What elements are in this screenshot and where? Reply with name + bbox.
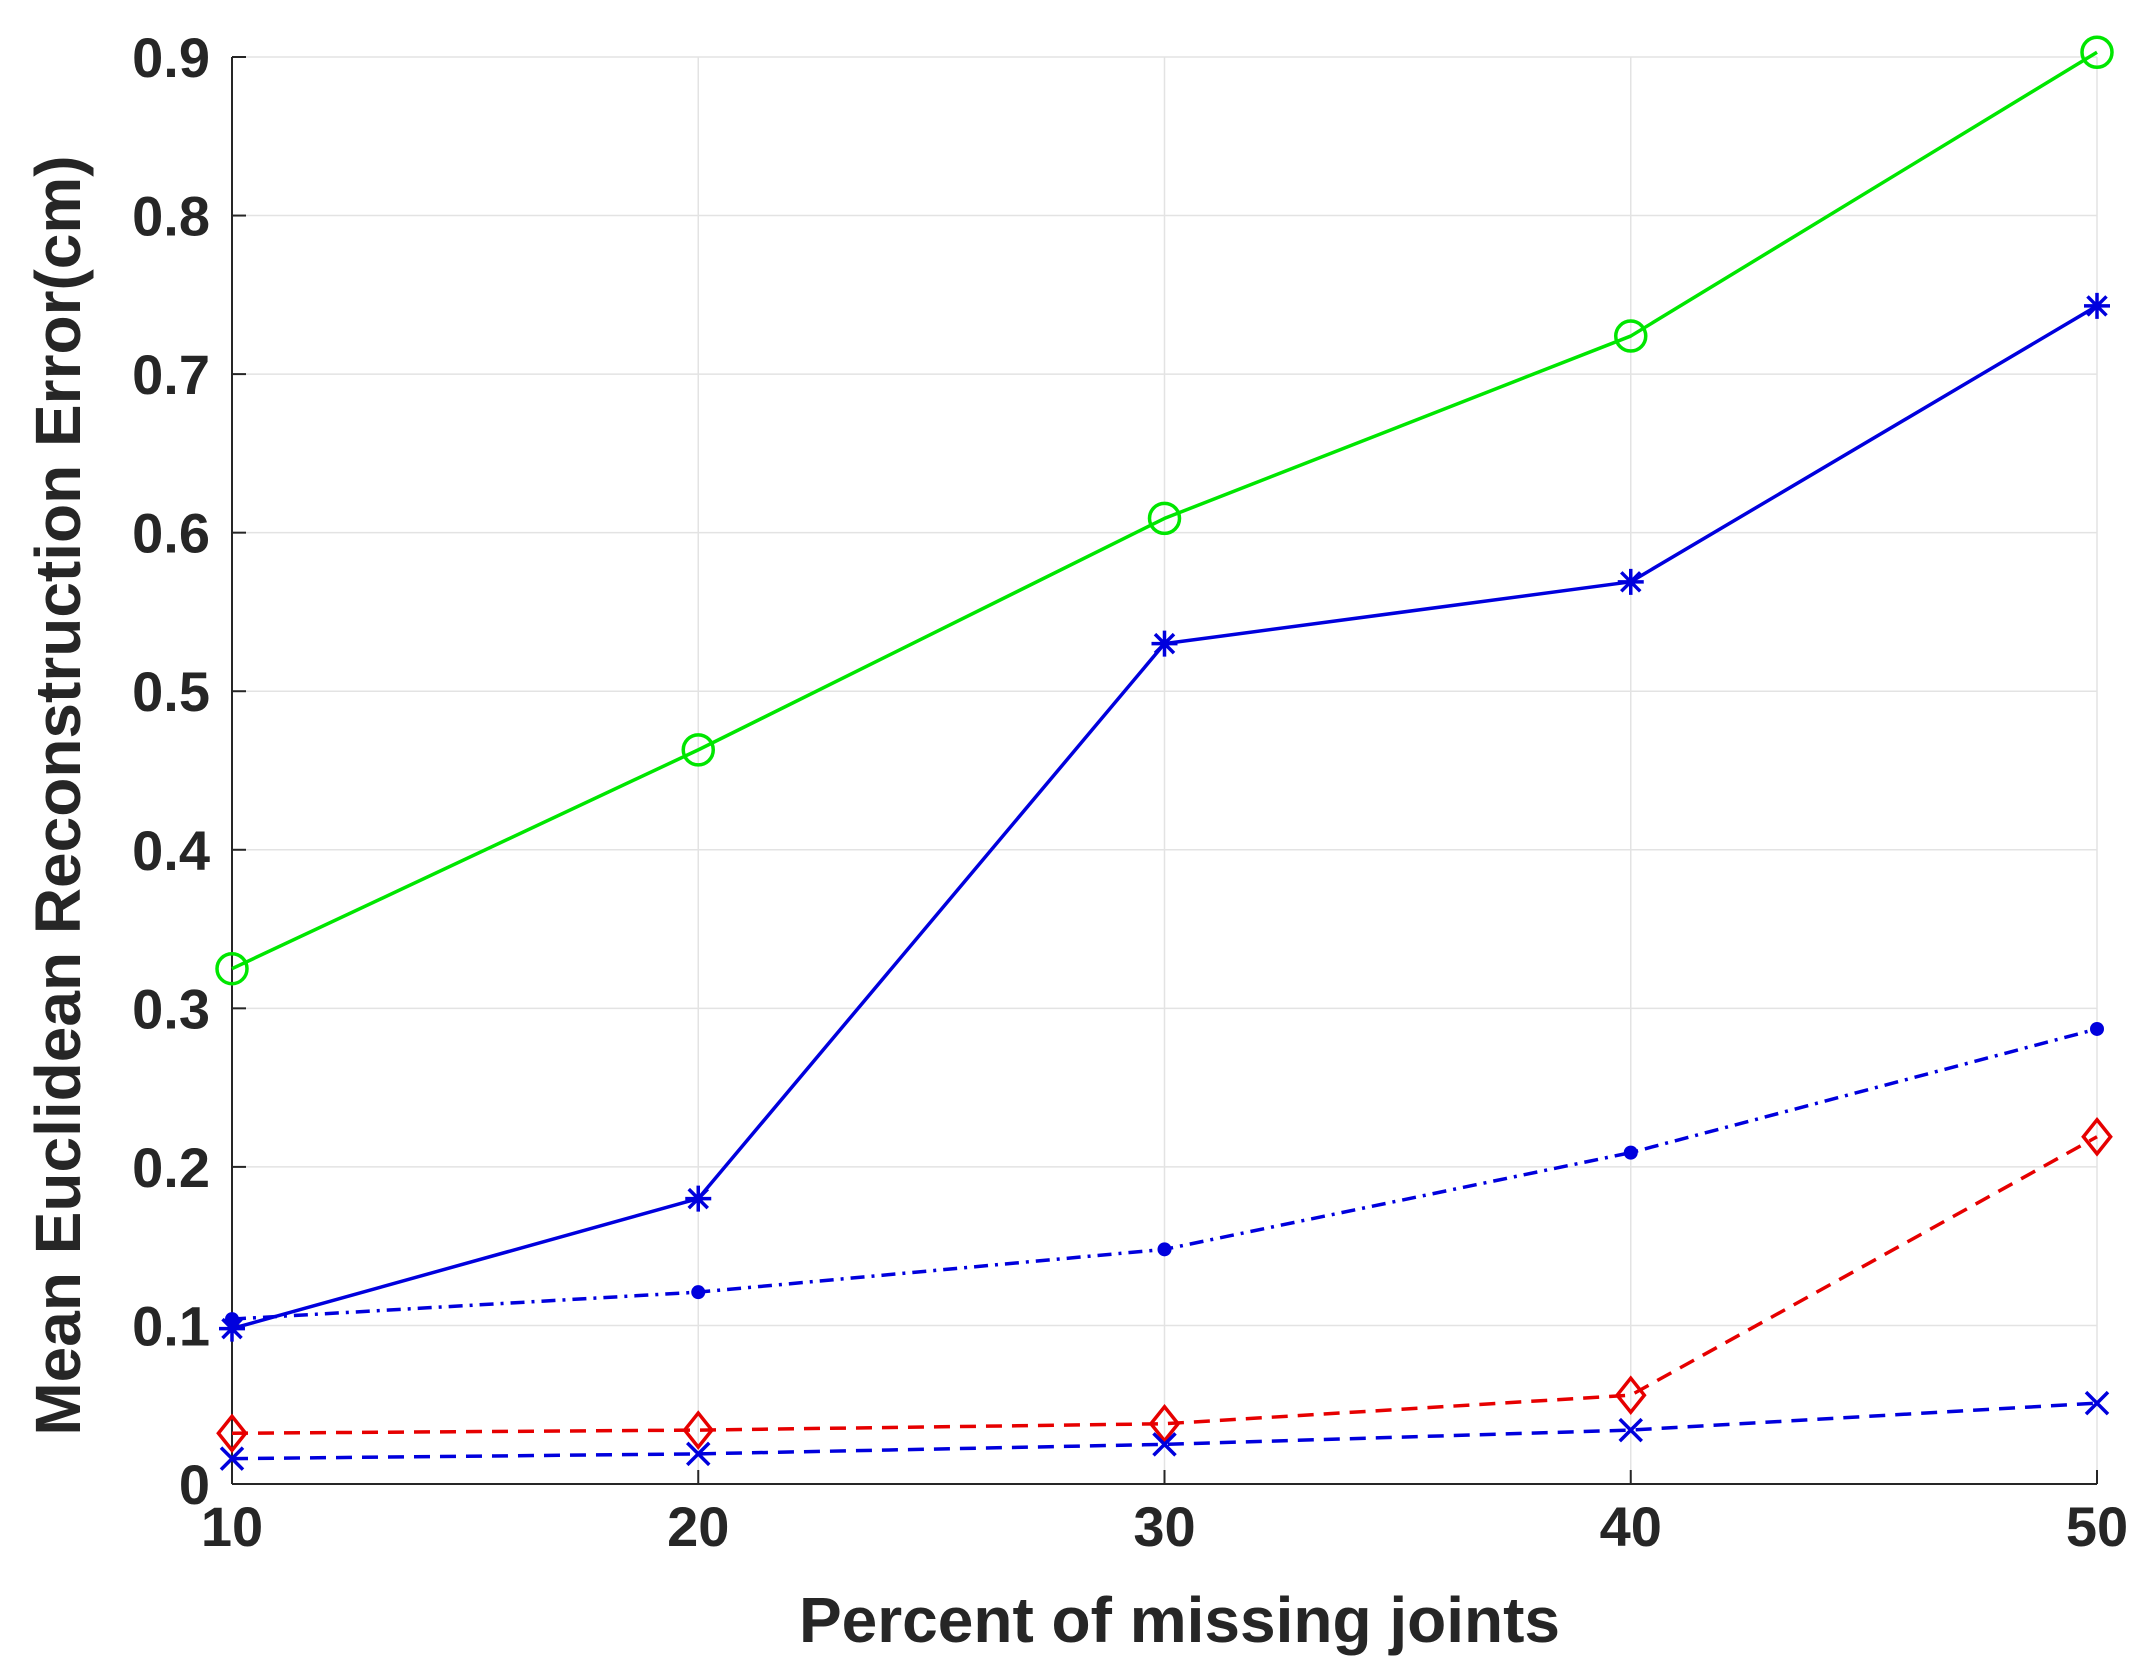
data-point <box>216 1413 248 1454</box>
data-point <box>1623 1145 1638 1160</box>
data-point <box>682 1410 715 1450</box>
data-point <box>1157 1242 1172 1257</box>
series-line <box>231 50 2098 971</box>
data-point <box>2081 1116 2113 1157</box>
y-tick-label: 0.6 <box>132 502 210 565</box>
y-tick-label: 0.1 <box>132 1294 210 1357</box>
data-point <box>1148 1403 1181 1444</box>
data-point <box>1151 630 1178 657</box>
series-4 <box>216 1116 2113 1454</box>
data-point <box>2090 1021 2104 1036</box>
y-tick-label: 0 <box>179 1453 210 1516</box>
tick-labels: 10 20 30 40 50 0 0.1 0.2 0.3 0.4 0.5 0.6 0.7 0.8 0.9 <box>132 26 2128 1558</box>
y-tick-label: 0.2 <box>132 1136 210 1199</box>
data-point <box>2080 35 2114 69</box>
data-point <box>1152 1432 1177 1457</box>
data-point <box>686 1441 711 1467</box>
grid <box>231 56 2098 1485</box>
data-point <box>1617 568 1644 595</box>
data-point <box>1147 501 1182 536</box>
y-tick-label: 0.7 <box>132 343 210 406</box>
data-point <box>691 1285 706 1300</box>
series-5 <box>219 1390 2110 1471</box>
y-tick-label: 0.3 <box>132 977 210 1040</box>
y-tick-label: 0.8 <box>132 185 210 248</box>
series-1 <box>215 35 2114 986</box>
y-axis-label: Mean Euclidean Reconstruction Error(cm) <box>22 155 94 1435</box>
data-point <box>219 1315 245 1342</box>
data-point <box>215 951 249 986</box>
axes <box>231 56 2098 1485</box>
x-tick-label: 30 <box>1133 1495 1195 1558</box>
x-tick-label: 20 <box>667 1495 729 1558</box>
x-axis-label: Percent of missing joints <box>799 1584 1560 1656</box>
data-point <box>681 733 715 767</box>
y-tick-label: 0.5 <box>132 660 210 723</box>
series-3 <box>225 1021 2104 1327</box>
series-2 <box>219 292 2110 1342</box>
data-point <box>2084 1390 2110 1416</box>
data-point <box>225 1312 239 1327</box>
data-point <box>219 1446 245 1471</box>
y-tick-label: 0.4 <box>132 819 210 882</box>
x-tick-label: 10 <box>201 1495 263 1558</box>
data-point <box>2084 292 2110 319</box>
y-tick-label: 0.9 <box>132 26 210 89</box>
data-point <box>1614 319 1648 353</box>
data-point <box>1614 1375 1647 1416</box>
x-tick-label: 40 <box>1600 1495 1662 1558</box>
series-layer <box>215 35 2114 1471</box>
data-point <box>685 1185 712 1212</box>
x-tick-label: 50 <box>2066 1495 2128 1558</box>
data-point <box>1618 1417 1643 1443</box>
